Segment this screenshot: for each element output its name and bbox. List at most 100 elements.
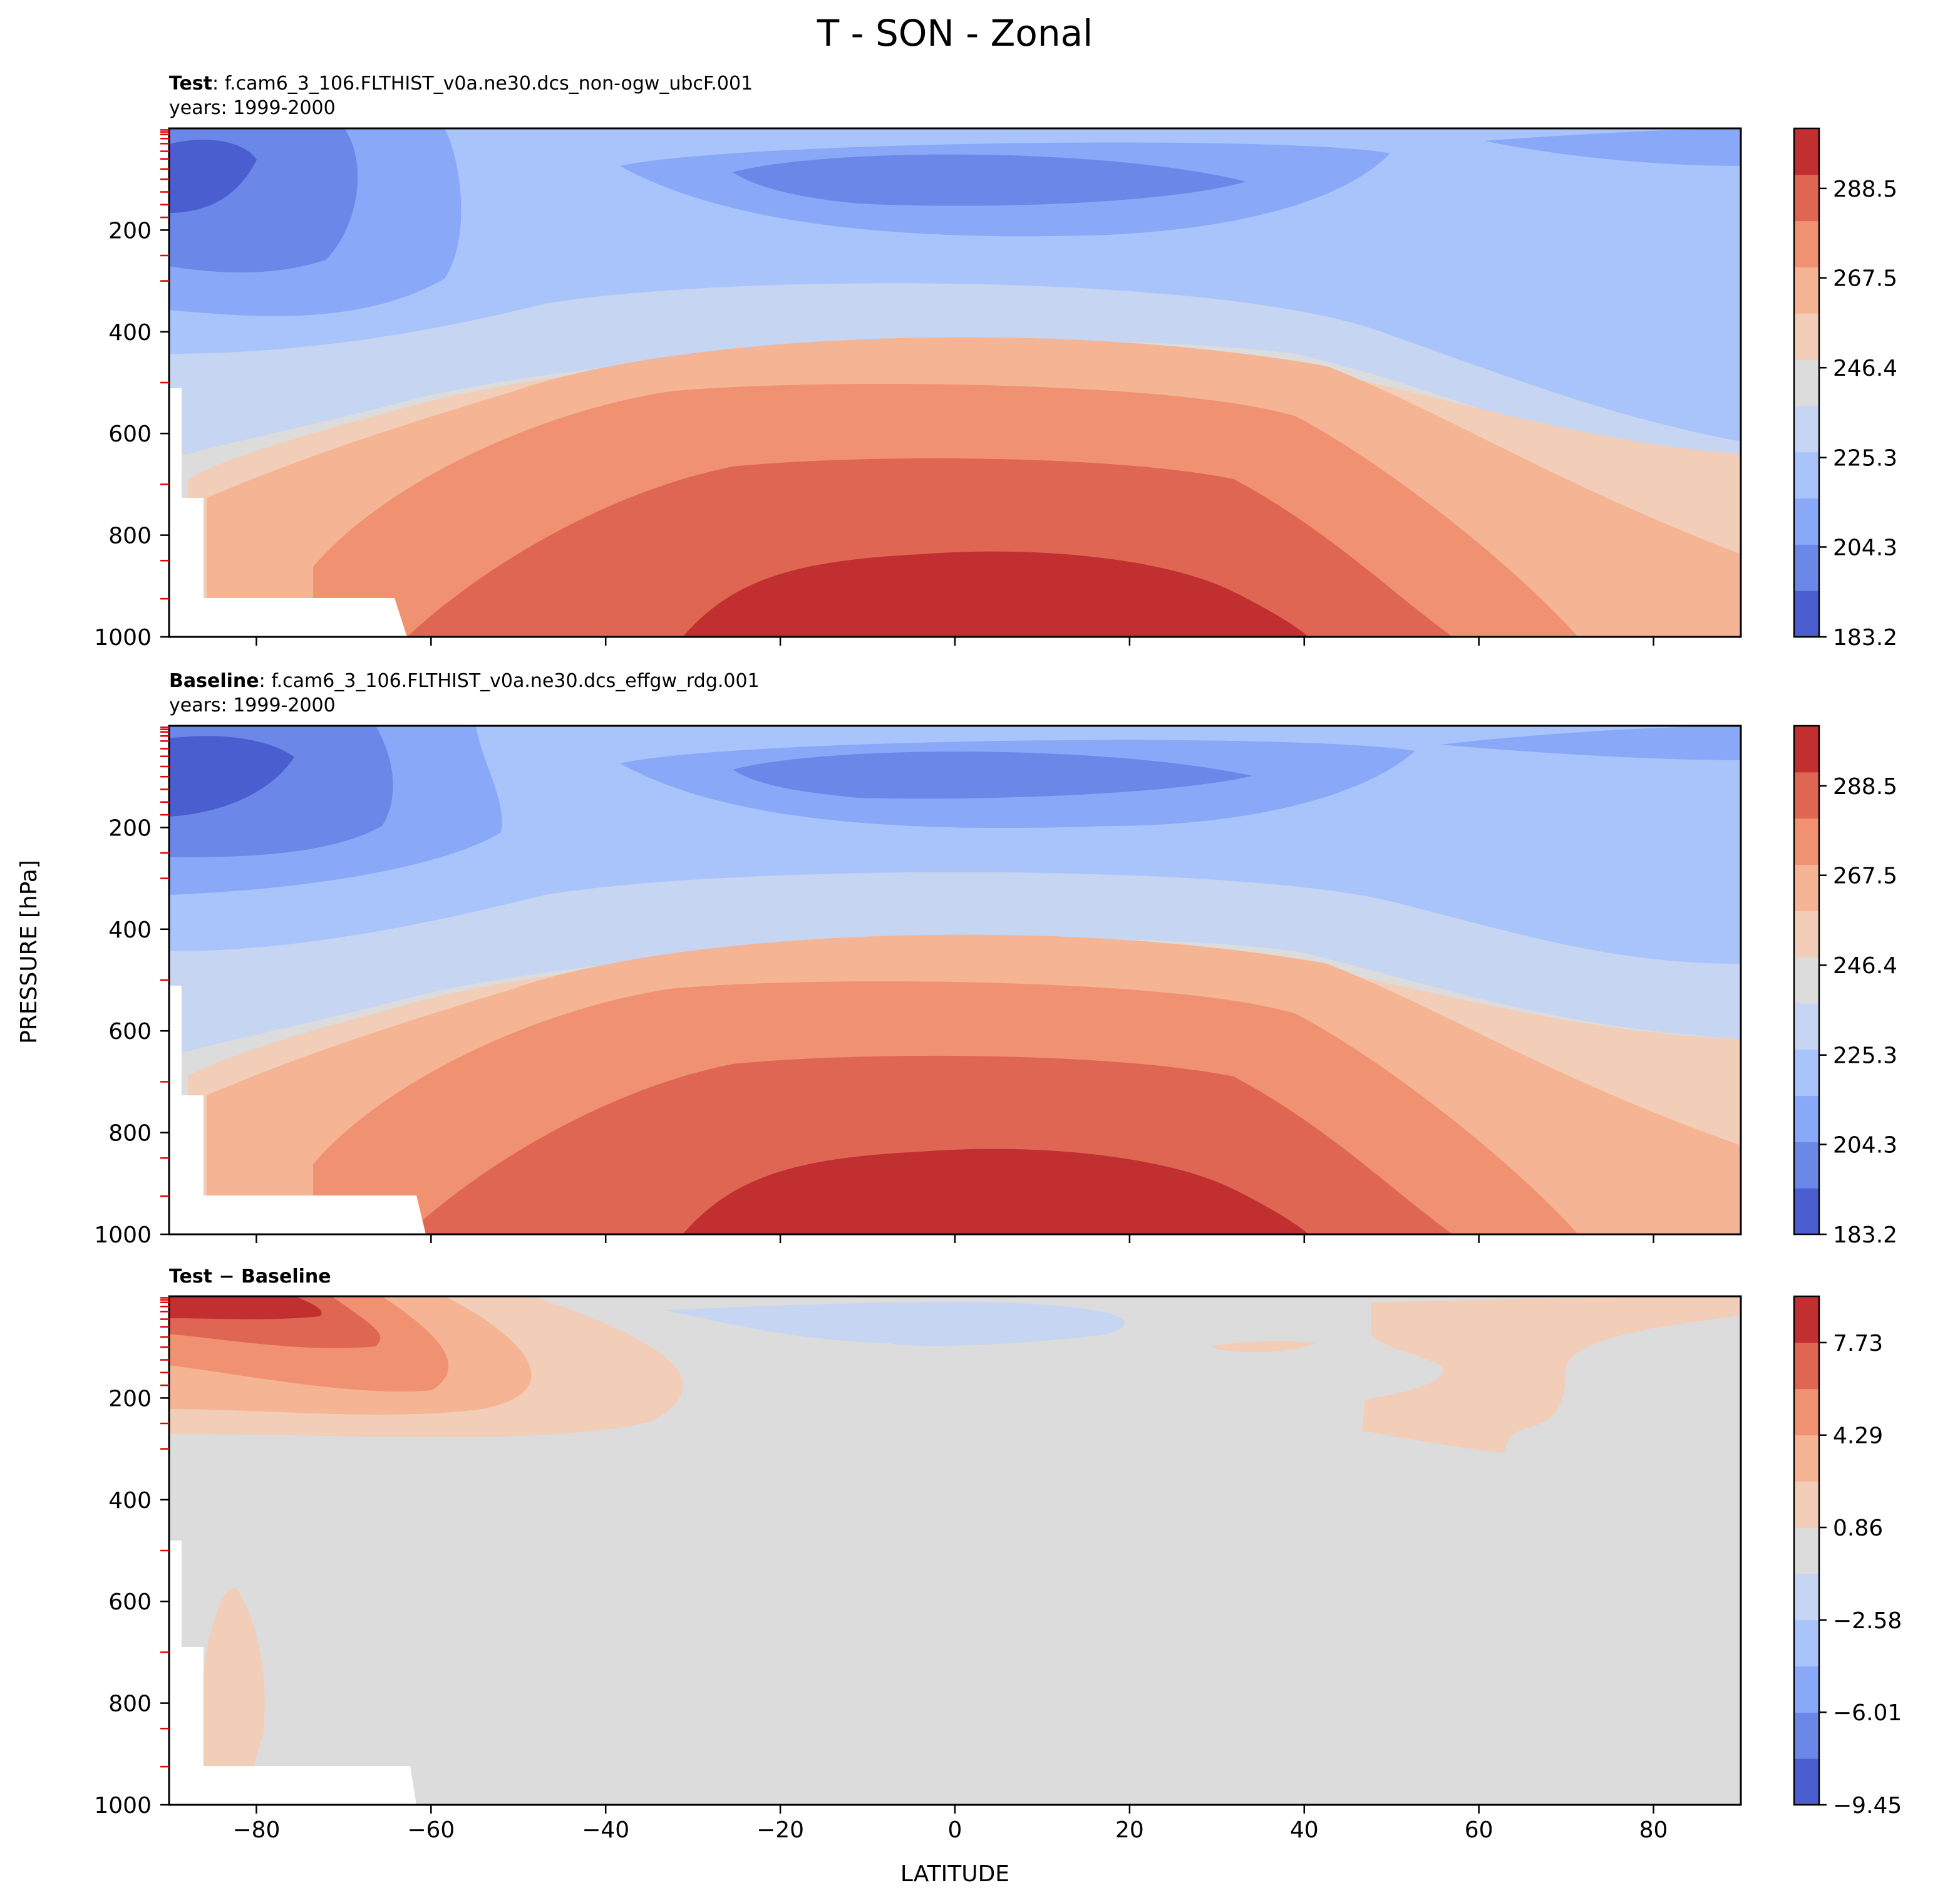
- contour-level-7b: [1362, 1296, 1741, 1453]
- figure-title: T - SON - Zonal: [817, 12, 1093, 54]
- panel-baseline-header: Baseline: f.cam6_3_106.FLTHIST_v0a.ne30.…: [169, 670, 760, 692]
- y-tick-label-1: 400: [108, 917, 152, 943]
- panel-baseline-case-name: : f.cam6_3_106.FLTHIST_v0a.ne30.dcs_effg…: [259, 670, 760, 692]
- colorbar-tick-label-5: −9.45: [1833, 1793, 1902, 1819]
- panel-test-case-name: : f.cam6_3_106.FLTHIST_v0a.ne30.dcs_non-…: [212, 73, 753, 95]
- colorbar-tick-label-1: 267.5: [1833, 864, 1897, 889]
- missing-topography-mask: [169, 1541, 416, 1805]
- colorbar-tick-label-4: −6.01: [1833, 1700, 1902, 1726]
- y-tick-label-0: 200: [108, 815, 152, 841]
- panel-test-bold-label: Test: [169, 73, 212, 95]
- colorbar-swatch-4: [1794, 1573, 1819, 1621]
- colorbar-swatch-4: [1794, 1003, 1819, 1050]
- panel-test-header: Test: f.cam6_3_106.FLTHIST_v0a.ne30.dcs_…: [169, 73, 753, 95]
- panel-test-colorbar: 288.5 267.5 246.4 225.3 204.3 183.2: [1793, 127, 1897, 651]
- colorbar-tick-label-4: 204.3: [1833, 535, 1897, 561]
- panel-test-years: years: 1999-2000: [169, 97, 336, 119]
- colorbar-swatch-6: [1794, 1481, 1819, 1528]
- missing-topography-mask: [169, 986, 426, 1234]
- colorbar-swatch-3: [1794, 1619, 1819, 1667]
- x-tick-label-4: 0: [948, 1817, 962, 1843]
- colorbar-swatch-6: [1794, 313, 1819, 360]
- colorbar-swatch-9: [1794, 772, 1819, 819]
- colorbar-frame: [1793, 725, 1820, 1236]
- panel-test: Test: f.cam6_3_106.FLTHIST_v0a.ne30.dcs_…: [94, 73, 1897, 651]
- y-tick-label-4: 1000: [94, 1222, 152, 1248]
- colorbar-tick-label-2: 246.4: [1833, 356, 1897, 381]
- colorbar-swatch-10: [1794, 128, 1819, 175]
- x-axis-label: LATITUDE: [900, 1861, 1009, 1887]
- colorbar-swatch-0: [1794, 591, 1819, 638]
- colorbar-tick-label-0: 7.73: [1833, 1331, 1883, 1356]
- colorbar-swatch-7: [1794, 864, 1819, 911]
- panel-diff-colorbar: 7.73 4.29 0.86 −2.58 −6.01 −9.45: [1793, 1295, 1902, 1819]
- y-tick-label-3: 800: [108, 524, 152, 549]
- contour-level-11: [169, 1296, 322, 1319]
- y-tick-label-2: 600: [108, 1589, 152, 1615]
- x-tick-label-3: −20: [756, 1817, 804, 1843]
- colorbar-swatch-10: [1794, 1296, 1819, 1343]
- colorbar-swatch-9: [1794, 174, 1819, 222]
- colorbar-tick-label-0: 288.5: [1833, 774, 1897, 800]
- colorbar-frame: [1793, 127, 1820, 638]
- colorbar-swatch-5: [1794, 1527, 1819, 1574]
- panel-test-plot: 200 400 600 800 1000: [94, 127, 1742, 651]
- colorbar-swatch-4: [1794, 405, 1819, 453]
- panel-diff: Test − Baseline −80 −60 −40 −20 0 20 40 60 80 200…: [94, 1266, 1902, 1843]
- contour-level-7d: [204, 1588, 265, 1805]
- y-tick-label-1: 400: [108, 320, 152, 346]
- colorbar-swatch-1: [1794, 1142, 1819, 1189]
- missing-topography-mask: [169, 388, 407, 637]
- colorbar-swatch-8: [1794, 1388, 1819, 1435]
- y-axis-label: PRESSURE [hPa]: [16, 860, 42, 1044]
- colorbar-swatch-7: [1794, 267, 1819, 314]
- contour-level-11: [683, 551, 1309, 637]
- contour-level-2b: [733, 154, 1246, 206]
- colorbar-tick-label-3: −2.58: [1833, 1608, 1902, 1634]
- y-tick-label-0: 200: [108, 218, 152, 244]
- panel-diff-plot: −80 −60 −40 −20 0 20 40 60 80 200 400 600 800 1000: [94, 1295, 1742, 1843]
- colorbar-tick-label-2: 246.4: [1833, 953, 1897, 979]
- contour-level-4: [169, 128, 1741, 441]
- contour-level-11: [683, 1149, 1309, 1234]
- panel-baseline-bold-label: Baseline: [169, 670, 259, 692]
- colorbar-tick-label-0: 288.5: [1833, 177, 1897, 202]
- colorbar-tick-label-1: 4.29: [1833, 1423, 1883, 1449]
- x-tick-label-2: −40: [582, 1817, 629, 1843]
- colorbar-swatch-0: [1794, 1758, 1819, 1805]
- y-tick-label-3: 800: [108, 1121, 152, 1147]
- panel-baseline-colorbar: 288.5 267.5 246.4 225.3 204.3 183.2: [1793, 725, 1897, 1248]
- y-tick-label-1: 400: [108, 1488, 152, 1514]
- y-tick-label-2: 600: [108, 1019, 152, 1045]
- colorbar-frame: [1793, 1295, 1820, 1806]
- contour-level-1: [169, 140, 257, 213]
- y-tick-label-4: 1000: [94, 1793, 152, 1819]
- colorbar-tick-label-2: 0.86: [1833, 1515, 1883, 1541]
- y-tick-label-0: 200: [108, 1386, 152, 1412]
- colorbar-swatch-5: [1794, 359, 1819, 406]
- colorbar-swatch-0: [1794, 1188, 1819, 1235]
- colorbar-tick-label-4: 204.3: [1833, 1133, 1897, 1159]
- colorbar-tick-label-5: 183.2: [1833, 625, 1897, 651]
- x-tick-label-7: 60: [1465, 1817, 1493, 1843]
- contour-level-2b: [733, 751, 1252, 799]
- contour-level-3c: [1440, 726, 1741, 760]
- colorbar-swatch-5: [1794, 957, 1819, 1004]
- colorbar-tick-label-3: 225.3: [1833, 1043, 1897, 1069]
- colorbar-tick-label-3: 225.3: [1833, 446, 1897, 472]
- colorbar-swatch-10: [1794, 726, 1819, 773]
- colorbar-swatch-7: [1794, 1435, 1819, 1482]
- x-tick-label-6: 40: [1290, 1817, 1319, 1843]
- panel-diff-bold-label: Test − Baseline: [169, 1266, 331, 1288]
- x-tick-label-0: −80: [232, 1817, 280, 1843]
- panel-baseline: Baseline: f.cam6_3_106.FLTHIST_v0a.ne30.…: [94, 670, 1897, 1248]
- contour-level-7c: [1209, 1341, 1315, 1353]
- colorbar-swatch-2: [1794, 1666, 1819, 1713]
- colorbar-swatch-9: [1794, 1342, 1819, 1390]
- y-tick-label-4: 1000: [94, 625, 152, 651]
- contour-level-5: [664, 1302, 1125, 1346]
- panel-diff-axes: −80 −60 −40 −20 0 20 40 60 80 200 400 600 800 1000: [94, 1297, 1668, 1843]
- colorbar-tick-label-5: 183.2: [1833, 1222, 1897, 1248]
- y-tick-label-3: 800: [108, 1691, 152, 1717]
